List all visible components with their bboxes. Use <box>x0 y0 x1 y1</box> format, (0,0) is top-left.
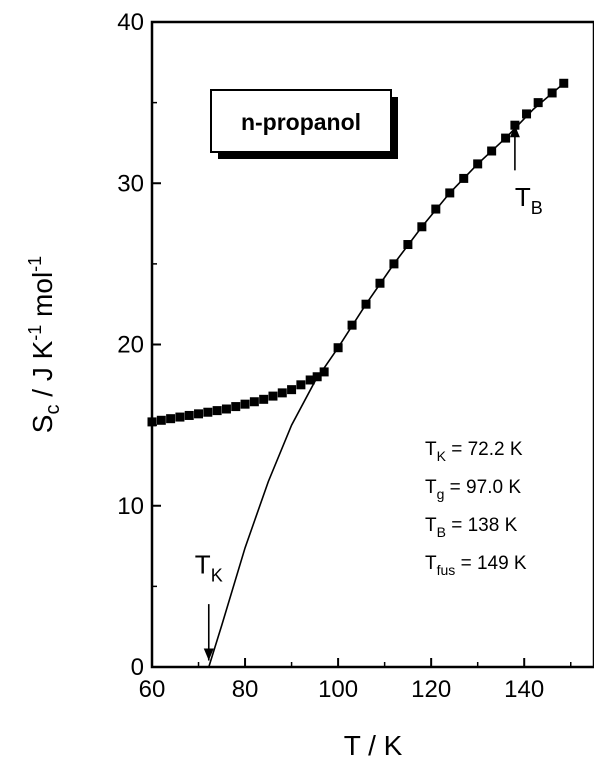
data-point <box>231 402 241 412</box>
y-axis-title-rest2: mol <box>27 272 58 325</box>
y-tick-label: 40 <box>117 9 144 36</box>
x-axis-title: T / K <box>344 730 403 757</box>
value-annotation: Tfus = 149 K <box>425 553 527 578</box>
data-point <box>268 391 278 401</box>
data-point <box>166 414 176 424</box>
data-point <box>522 109 532 119</box>
data-point <box>375 278 385 288</box>
tb-arrow-label: TB <box>515 182 543 218</box>
annotations: TK TB TK = 72.2 K Tg = 97.0 K TB = 138 K Tfus… <box>195 125 543 661</box>
data-point <box>249 397 259 407</box>
data-point <box>277 388 287 398</box>
axis-ticks <box>151 21 572 668</box>
data-point <box>559 78 569 88</box>
y-axis-title-sub: c <box>42 405 64 415</box>
data-point <box>312 372 322 382</box>
value-annotation: TK = 72.2 K <box>425 439 523 464</box>
value-annotation: Tg = 97.0 K <box>425 477 521 502</box>
value-annotation: TB = 138 K <box>425 515 518 540</box>
x-tick-label: 100 <box>318 676 358 703</box>
tk-arrow-head <box>203 648 214 661</box>
fit-curve <box>208 82 565 668</box>
data-point <box>194 409 204 419</box>
data-point <box>547 88 557 98</box>
data-point <box>389 259 399 269</box>
tick-labels: 60 80 100 120 140 0 10 20 30 40 <box>117 9 544 703</box>
y-axis-title-rest: / J K <box>27 340 58 404</box>
data-point <box>333 343 343 353</box>
y-tick-label: 10 <box>117 493 144 520</box>
y-tick-label: 0 <box>131 654 144 681</box>
x-tick-label: 80 <box>232 676 259 703</box>
plot-area <box>147 78 569 668</box>
data-point <box>221 404 231 414</box>
data-point <box>417 222 427 232</box>
data-point <box>533 98 543 108</box>
data-point <box>431 204 441 214</box>
tb-arrow-head <box>509 125 520 138</box>
data-point <box>296 380 306 390</box>
data-point <box>212 406 222 416</box>
data-point <box>459 173 469 183</box>
data-point <box>175 412 185 422</box>
data-point <box>259 394 269 404</box>
data-point <box>473 159 483 169</box>
legend-box: n-propanol <box>210 89 398 159</box>
legend-box-frame <box>210 89 392 153</box>
data-point <box>203 407 213 417</box>
data-point <box>240 399 250 409</box>
tk-arrow-label: TK <box>195 549 223 585</box>
data-point <box>184 410 194 420</box>
legend-box-label: n-propanol <box>241 109 361 135</box>
data-point <box>445 188 455 198</box>
data-point <box>501 133 511 143</box>
data-point <box>305 375 315 385</box>
y-axis-title-main: S <box>27 415 58 434</box>
data-point <box>403 240 413 250</box>
data-point <box>156 415 166 425</box>
x-tick-label: 120 <box>411 676 451 703</box>
x-tick-label: 140 <box>504 676 544 703</box>
y-axis-title-sup1: -1 <box>25 325 45 341</box>
y-tick-label: 30 <box>117 170 144 197</box>
y-axis-title: Sc / J K-1 mol-1 <box>25 256 64 433</box>
y-tick-label: 20 <box>117 332 144 359</box>
y-axis-title-sup2: -1 <box>25 256 45 272</box>
data-point <box>361 299 371 309</box>
data-point <box>347 320 357 330</box>
x-tick-label: 60 <box>139 676 166 703</box>
data-point <box>287 385 297 395</box>
data-point <box>319 367 329 377</box>
data-point <box>487 146 497 156</box>
